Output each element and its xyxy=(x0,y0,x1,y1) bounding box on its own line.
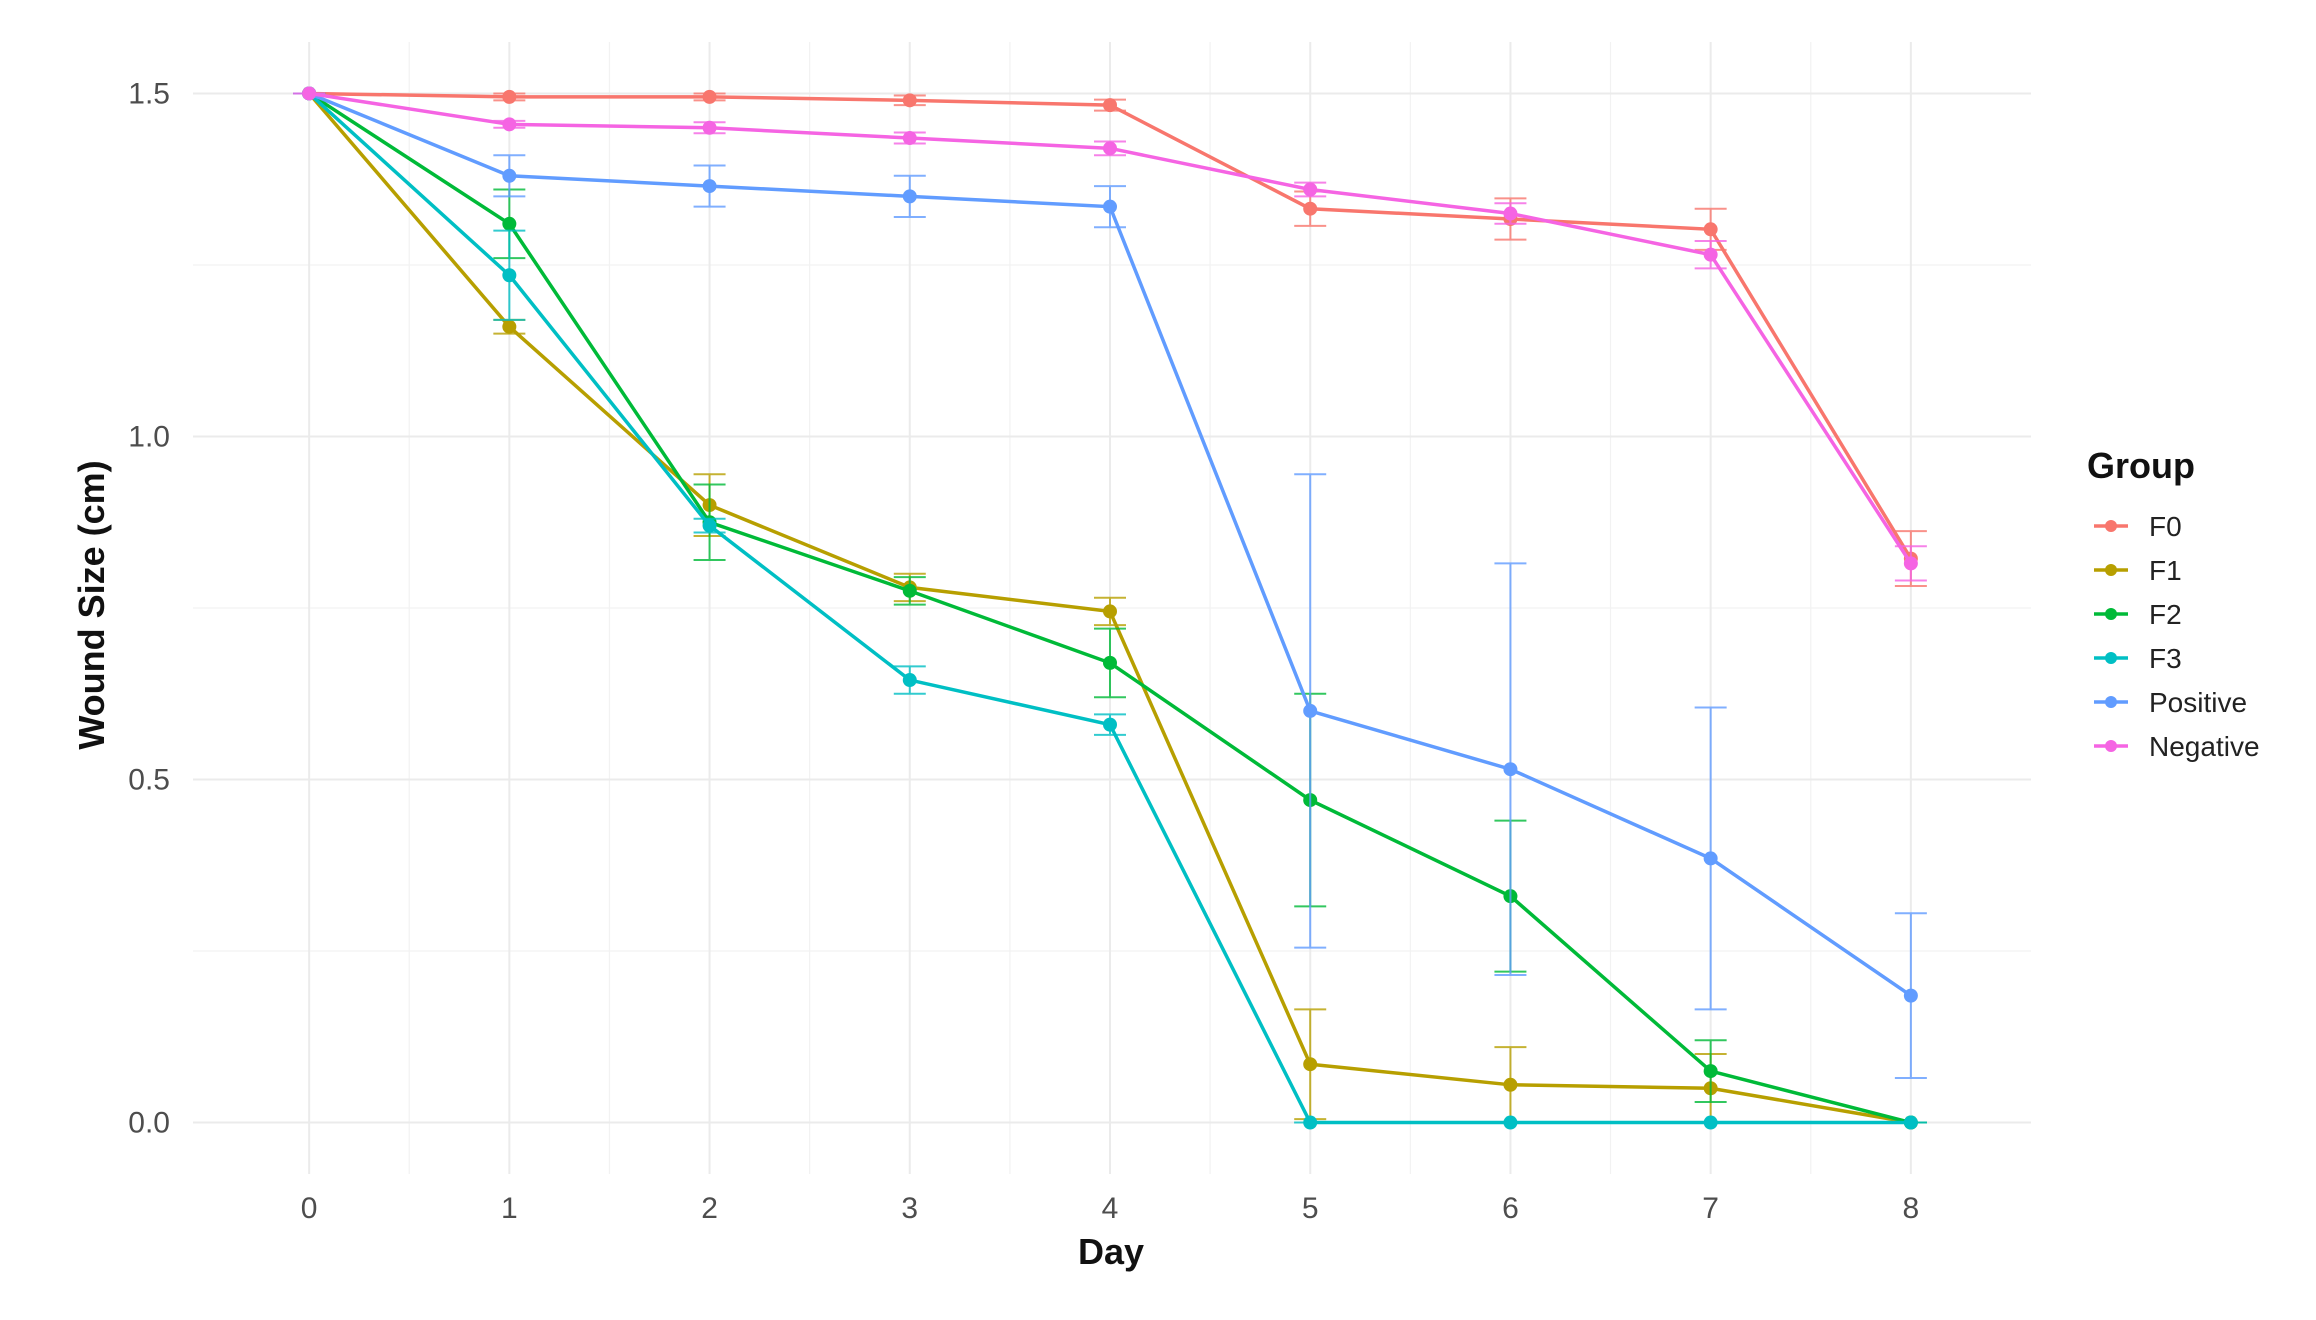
y-tick-label: 1.5 xyxy=(128,77,170,110)
legend-label: F1 xyxy=(2149,555,2182,586)
legend-label: F0 xyxy=(2149,511,2182,542)
data-point xyxy=(502,89,517,104)
data-point xyxy=(1102,604,1117,619)
data-point xyxy=(1303,1057,1318,1072)
y-tick-label: 0.0 xyxy=(128,1107,170,1140)
data-point xyxy=(1503,762,1518,777)
data-point xyxy=(502,216,517,231)
data-point xyxy=(1303,182,1318,197)
data-point xyxy=(902,131,917,146)
x-tick-label: 7 xyxy=(1702,1192,1719,1225)
legend-label: Positive xyxy=(2149,687,2247,718)
data-point xyxy=(502,117,517,132)
data-point xyxy=(1303,201,1318,216)
data-point xyxy=(1102,141,1117,156)
legend-key-point xyxy=(2105,608,2117,620)
x-tick-label: 2 xyxy=(701,1192,718,1225)
x-tick-label: 6 xyxy=(1502,1192,1519,1225)
data-point xyxy=(1503,1115,1518,1130)
data-point xyxy=(902,189,917,204)
data-point xyxy=(502,319,517,334)
data-point xyxy=(702,179,717,194)
data-point xyxy=(1503,206,1518,221)
x-tick-label: 5 xyxy=(1302,1192,1319,1225)
data-point xyxy=(902,93,917,108)
legend-key-point xyxy=(2105,520,2117,532)
data-point xyxy=(502,168,517,183)
data-point xyxy=(1703,247,1718,262)
y-axis-title: Wound Size (cm) xyxy=(71,460,112,749)
data-point xyxy=(1703,222,1718,237)
data-point xyxy=(1102,655,1117,670)
data-point xyxy=(1503,1077,1518,1092)
legend-label: F3 xyxy=(2149,643,2182,674)
x-axis-title: Day xyxy=(1078,1231,1144,1272)
data-point xyxy=(1903,1115,1918,1130)
x-tick-label: 0 xyxy=(301,1192,318,1225)
data-point xyxy=(702,120,717,135)
plot-area xyxy=(293,86,1927,1130)
legend-label: Negative xyxy=(2149,731,2260,762)
data-point xyxy=(902,673,917,688)
data-point xyxy=(702,89,717,104)
data-point xyxy=(1102,717,1117,732)
data-point xyxy=(302,86,317,101)
data-point xyxy=(1903,556,1918,571)
data-point xyxy=(1703,1115,1718,1130)
x-tick-label: 8 xyxy=(1903,1192,1920,1225)
legend-key-point xyxy=(2105,652,2117,664)
legend-label: F2 xyxy=(2149,599,2182,630)
data-point xyxy=(1703,851,1718,866)
legend-title: Group xyxy=(2087,445,2195,486)
data-point xyxy=(1303,1115,1318,1130)
data-point xyxy=(702,518,717,533)
legend-key-point xyxy=(2105,564,2117,576)
data-point xyxy=(1303,703,1318,718)
data-point xyxy=(1102,199,1117,214)
data-point xyxy=(1903,988,1918,1003)
legend-key-point xyxy=(2105,696,2117,708)
y-tick-label: 1.0 xyxy=(128,420,170,453)
legend-key-point xyxy=(2105,740,2117,752)
x-tick-label: 1 xyxy=(501,1192,518,1225)
y-tick-label: 0.5 xyxy=(128,764,170,797)
data-point xyxy=(1102,98,1117,113)
data-point xyxy=(1703,1064,1718,1079)
data-point xyxy=(902,583,917,598)
data-point xyxy=(502,268,517,283)
x-tick-label: 3 xyxy=(901,1192,918,1225)
x-tick-label: 4 xyxy=(1102,1192,1119,1225)
